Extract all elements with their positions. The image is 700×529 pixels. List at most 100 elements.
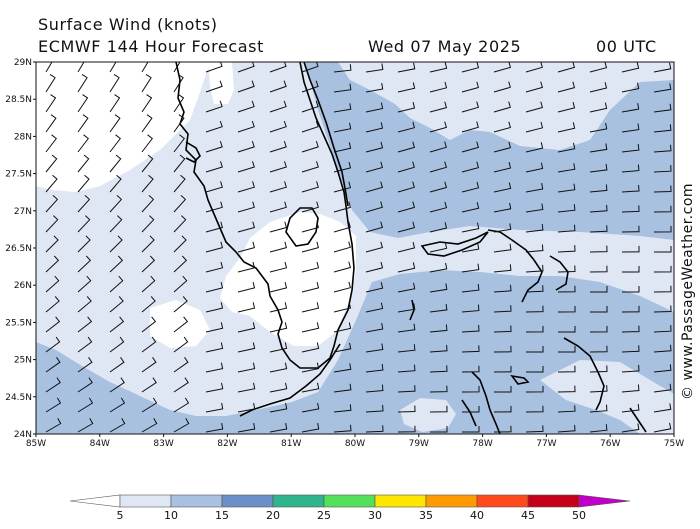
wind-barb: [301, 302, 320, 313]
wind-barb: [525, 81, 544, 93]
wind-barb: [45, 73, 56, 93]
lake-okeechobee: [285, 207, 319, 247]
wind-barb: [429, 101, 448, 113]
wind-barb: [301, 80, 319, 93]
wind-barb: [141, 418, 158, 433]
wind-barb: [621, 205, 640, 213]
wind-barb: [205, 100, 223, 113]
wind-barb: [365, 343, 384, 353]
wind-barb: [397, 323, 416, 333]
colorbar-label: 45: [521, 509, 535, 522]
wind-barb: [269, 322, 288, 333]
wind-barb: [173, 357, 189, 373]
wind-barb: [77, 235, 91, 253]
wind-barb: [173, 215, 187, 233]
wind-barb: [397, 241, 416, 253]
wind-barb: [621, 423, 640, 433]
wind-barb: [141, 336, 157, 353]
wind-barb: [173, 73, 184, 93]
wind-barb: [301, 322, 320, 333]
lat-label: 24.5N: [5, 393, 32, 403]
shade-lt5-southwest: [150, 300, 210, 348]
wind-barb: [525, 223, 544, 233]
wind-barb: [77, 357, 93, 373]
wind-barb: [173, 377, 189, 393]
wind-barb: [461, 365, 480, 373]
wind-barb: [621, 245, 640, 253]
wind-barb: [397, 425, 416, 433]
colorbar-label: 10: [164, 509, 178, 522]
wind-barb: [429, 62, 448, 73]
wind-barb: [622, 266, 640, 273]
forecast-time: 00 UTC: [596, 37, 657, 56]
wind-barb: [429, 365, 448, 373]
wind-barb: [621, 384, 640, 393]
wind-barb: [333, 201, 352, 213]
wind-barb: [493, 365, 512, 373]
wind-barb: [621, 325, 640, 333]
wind-barb: [301, 261, 320, 273]
wind-barb: [269, 120, 287, 133]
wind-barb: [461, 121, 479, 133]
wind-barb: [653, 62, 672, 73]
wind-barb: [365, 141, 384, 153]
wind-barb: [365, 221, 384, 233]
wind-barb: [621, 62, 640, 73]
wind-barb: [141, 94, 153, 113]
wind-barb: [141, 255, 156, 273]
wind-barb: [558, 346, 576, 353]
colorbar-segment: [425, 494, 478, 508]
wind-barb: [269, 402, 288, 413]
wind-barb: [654, 246, 672, 253]
wind-barb: [397, 405, 416, 413]
wind-barb: [557, 142, 576, 153]
wind-barb: [77, 174, 90, 193]
wind-barb: [205, 181, 223, 193]
wind-barb: [525, 101, 544, 113]
wind-barb: [653, 124, 672, 133]
wind-barb: [141, 296, 156, 313]
bimini: [409, 299, 415, 321]
wind-barb: [621, 184, 640, 193]
wind-barb: [141, 134, 153, 153]
wind-barb: [589, 143, 608, 153]
wind-barb: [77, 275, 92, 293]
lat-label: 25.5N: [5, 318, 32, 328]
wind-barb: [365, 161, 384, 173]
wind-barb: [269, 201, 287, 213]
wind-barb: [557, 245, 576, 253]
wind-barb: [109, 73, 120, 93]
wind-barb: [653, 165, 672, 173]
lat-label: 27N: [14, 207, 32, 217]
wind-barb: [333, 322, 352, 333]
wind-barb: [77, 94, 89, 113]
wind-barb: [237, 322, 256, 333]
wind-barb: [365, 63, 384, 73]
wind-barb: [237, 221, 256, 233]
wind-barb: [237, 181, 255, 193]
site-credit-text: © www.PassageWeather.com: [680, 182, 696, 400]
wind-barb: [109, 336, 125, 353]
wind-barb: [589, 385, 608, 393]
wind-barb: [525, 285, 544, 293]
colorbar-segment: [272, 494, 325, 508]
wind-barb: [461, 202, 480, 213]
wind-barb: [109, 316, 125, 333]
wind-barb: [493, 121, 512, 133]
wind-barb: [590, 306, 608, 313]
colorbar-segment: [323, 494, 376, 508]
wind-barb: [397, 262, 416, 273]
wind-barb: [173, 62, 181, 73]
wind-barb: [205, 241, 224, 253]
wind-barb: [205, 322, 224, 333]
wind-barb: [653, 422, 672, 433]
site-credit: © www.PassageWeather.com: [680, 150, 700, 400]
wind-barb: [173, 397, 190, 413]
wind-barb: [429, 141, 447, 153]
wind-barb: [461, 101, 480, 113]
wind-barb: [589, 122, 608, 133]
lon-label: 83W: [153, 439, 173, 449]
wind-barb: [269, 302, 288, 313]
wind-barb: [77, 62, 85, 73]
